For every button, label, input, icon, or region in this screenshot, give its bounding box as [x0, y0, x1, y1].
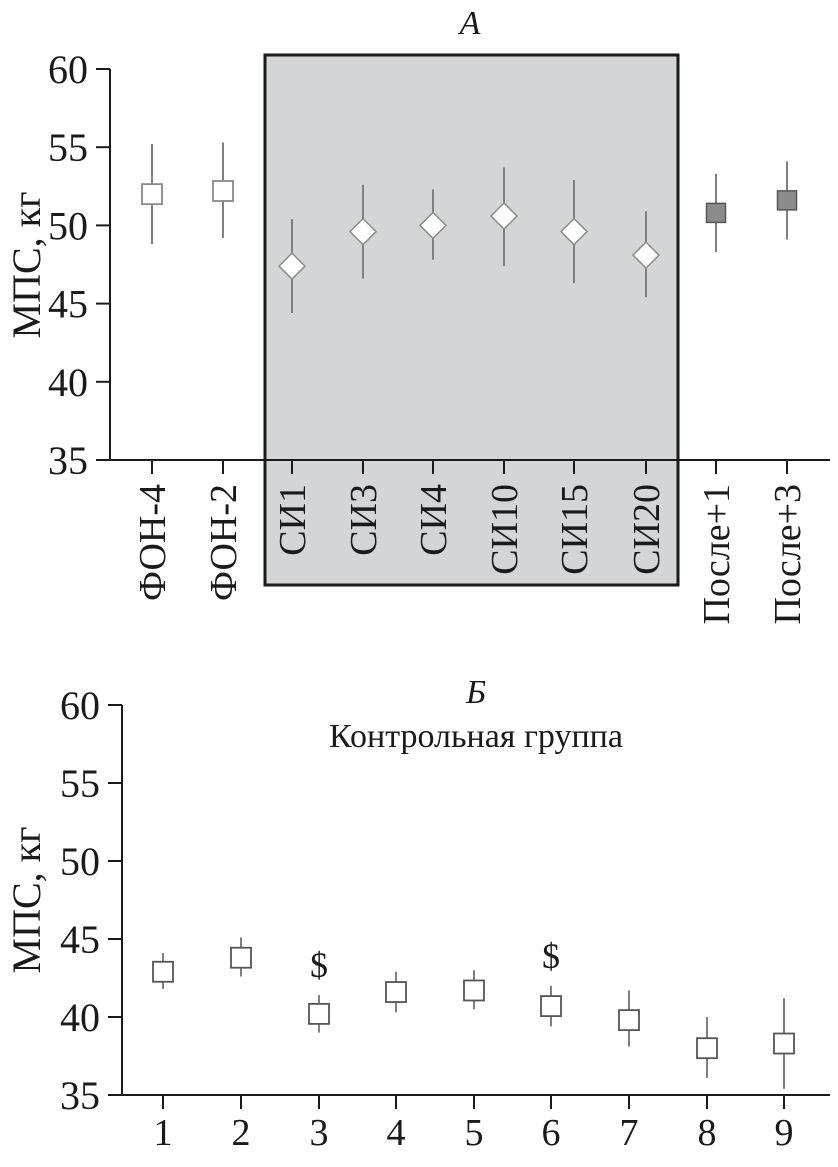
x-tick-label: 8 [698, 1112, 717, 1154]
y-tick-label: 60 [60, 683, 100, 728]
data-point-square [152, 960, 174, 983]
data-point-square [212, 180, 234, 202]
x-tick-label: 6 [542, 1112, 561, 1154]
panel-a: А МПС, кг 35 40 45 50 55 60 ФОН-4 ФОН-2 СИ1 СИ3 СИ… [4, 5, 830, 625]
y-tick-label: 35 [48, 438, 88, 483]
data-point-square [308, 1002, 330, 1025]
data-point-diamond [631, 241, 661, 270]
y-tick-label: 60 [48, 47, 88, 92]
panel-b-subtitle: Контрольная группа [329, 718, 623, 755]
panel-a-marks [141, 142, 798, 313]
panel-b-title: Б [465, 674, 486, 711]
y-tick-label: 45 [60, 917, 100, 962]
x-tick-label: СИ4 [413, 484, 455, 556]
x-tick-label: 5 [465, 1112, 484, 1154]
x-tick-label: 1 [154, 1112, 173, 1154]
panel-a-y-axis-label: МПС, кг [4, 192, 49, 339]
x-tick-label: ФОН-2 [203, 484, 245, 601]
panel-a-title: А [458, 5, 481, 42]
x-tick-label: СИ10 [484, 484, 526, 575]
panel-b-y-axis-label: МПС, кг [4, 827, 49, 974]
y-tick-label: 55 [60, 761, 100, 806]
x-tick-label: СИ1 [272, 484, 314, 556]
data-point-diamond [348, 217, 378, 246]
x-tick-label: ФОН-4 [132, 484, 174, 601]
data-point-diamond [418, 211, 448, 240]
data-point-filled-square [705, 202, 727, 224]
y-tick-label: 50 [48, 203, 88, 248]
x-tick-label: 9 [775, 1112, 794, 1154]
y-tick-label: 45 [48, 282, 88, 327]
y-tick-label: 40 [60, 995, 100, 1040]
data-point-diamond [277, 252, 307, 281]
y-tick-label: 40 [48, 360, 88, 405]
data-point-square [230, 946, 252, 969]
data-point-square [540, 995, 562, 1017]
significance-annotation: $ [310, 945, 328, 985]
x-tick-label: После+1 [696, 484, 738, 625]
panel-b-marks: $ $ [152, 936, 795, 1089]
data-point-diamond [559, 217, 589, 246]
x-tick-label: СИ3 [343, 484, 385, 556]
y-tick-label: 50 [60, 839, 100, 884]
data-point-square [141, 183, 163, 206]
panel-b: Б Контрольная группа МПС, кг 35404550556… [4, 674, 830, 1154]
intervention-period-box [263, 53, 680, 587]
data-point-diamond [489, 201, 519, 231]
data-point-square [696, 1037, 718, 1060]
y-tick-label: 35 [60, 1073, 100, 1118]
x-tick-label: После+3 [767, 484, 809, 625]
data-point-square [618, 1009, 640, 1032]
x-tick-label: 2 [232, 1112, 251, 1154]
data-point-square [773, 1032, 795, 1055]
x-tick-label: 4 [387, 1112, 406, 1154]
data-point-square [385, 981, 407, 1003]
panel-a-axes: 35 40 45 50 55 60 ФОН-4 ФОН-2 СИ1 СИ3 СИ4 СИ10 СИ15 С… [48, 47, 830, 625]
data-point-filled-square [776, 190, 798, 211]
x-tick-label: 3 [310, 1112, 329, 1154]
y-tick-label: 55 [48, 125, 88, 170]
x-tick-label: СИ15 [554, 484, 596, 575]
x-tick-label: СИ20 [626, 484, 668, 575]
x-tick-label: 7 [620, 1112, 639, 1154]
significance-annotation: $ [542, 936, 560, 976]
data-point-square [463, 979, 485, 1002]
